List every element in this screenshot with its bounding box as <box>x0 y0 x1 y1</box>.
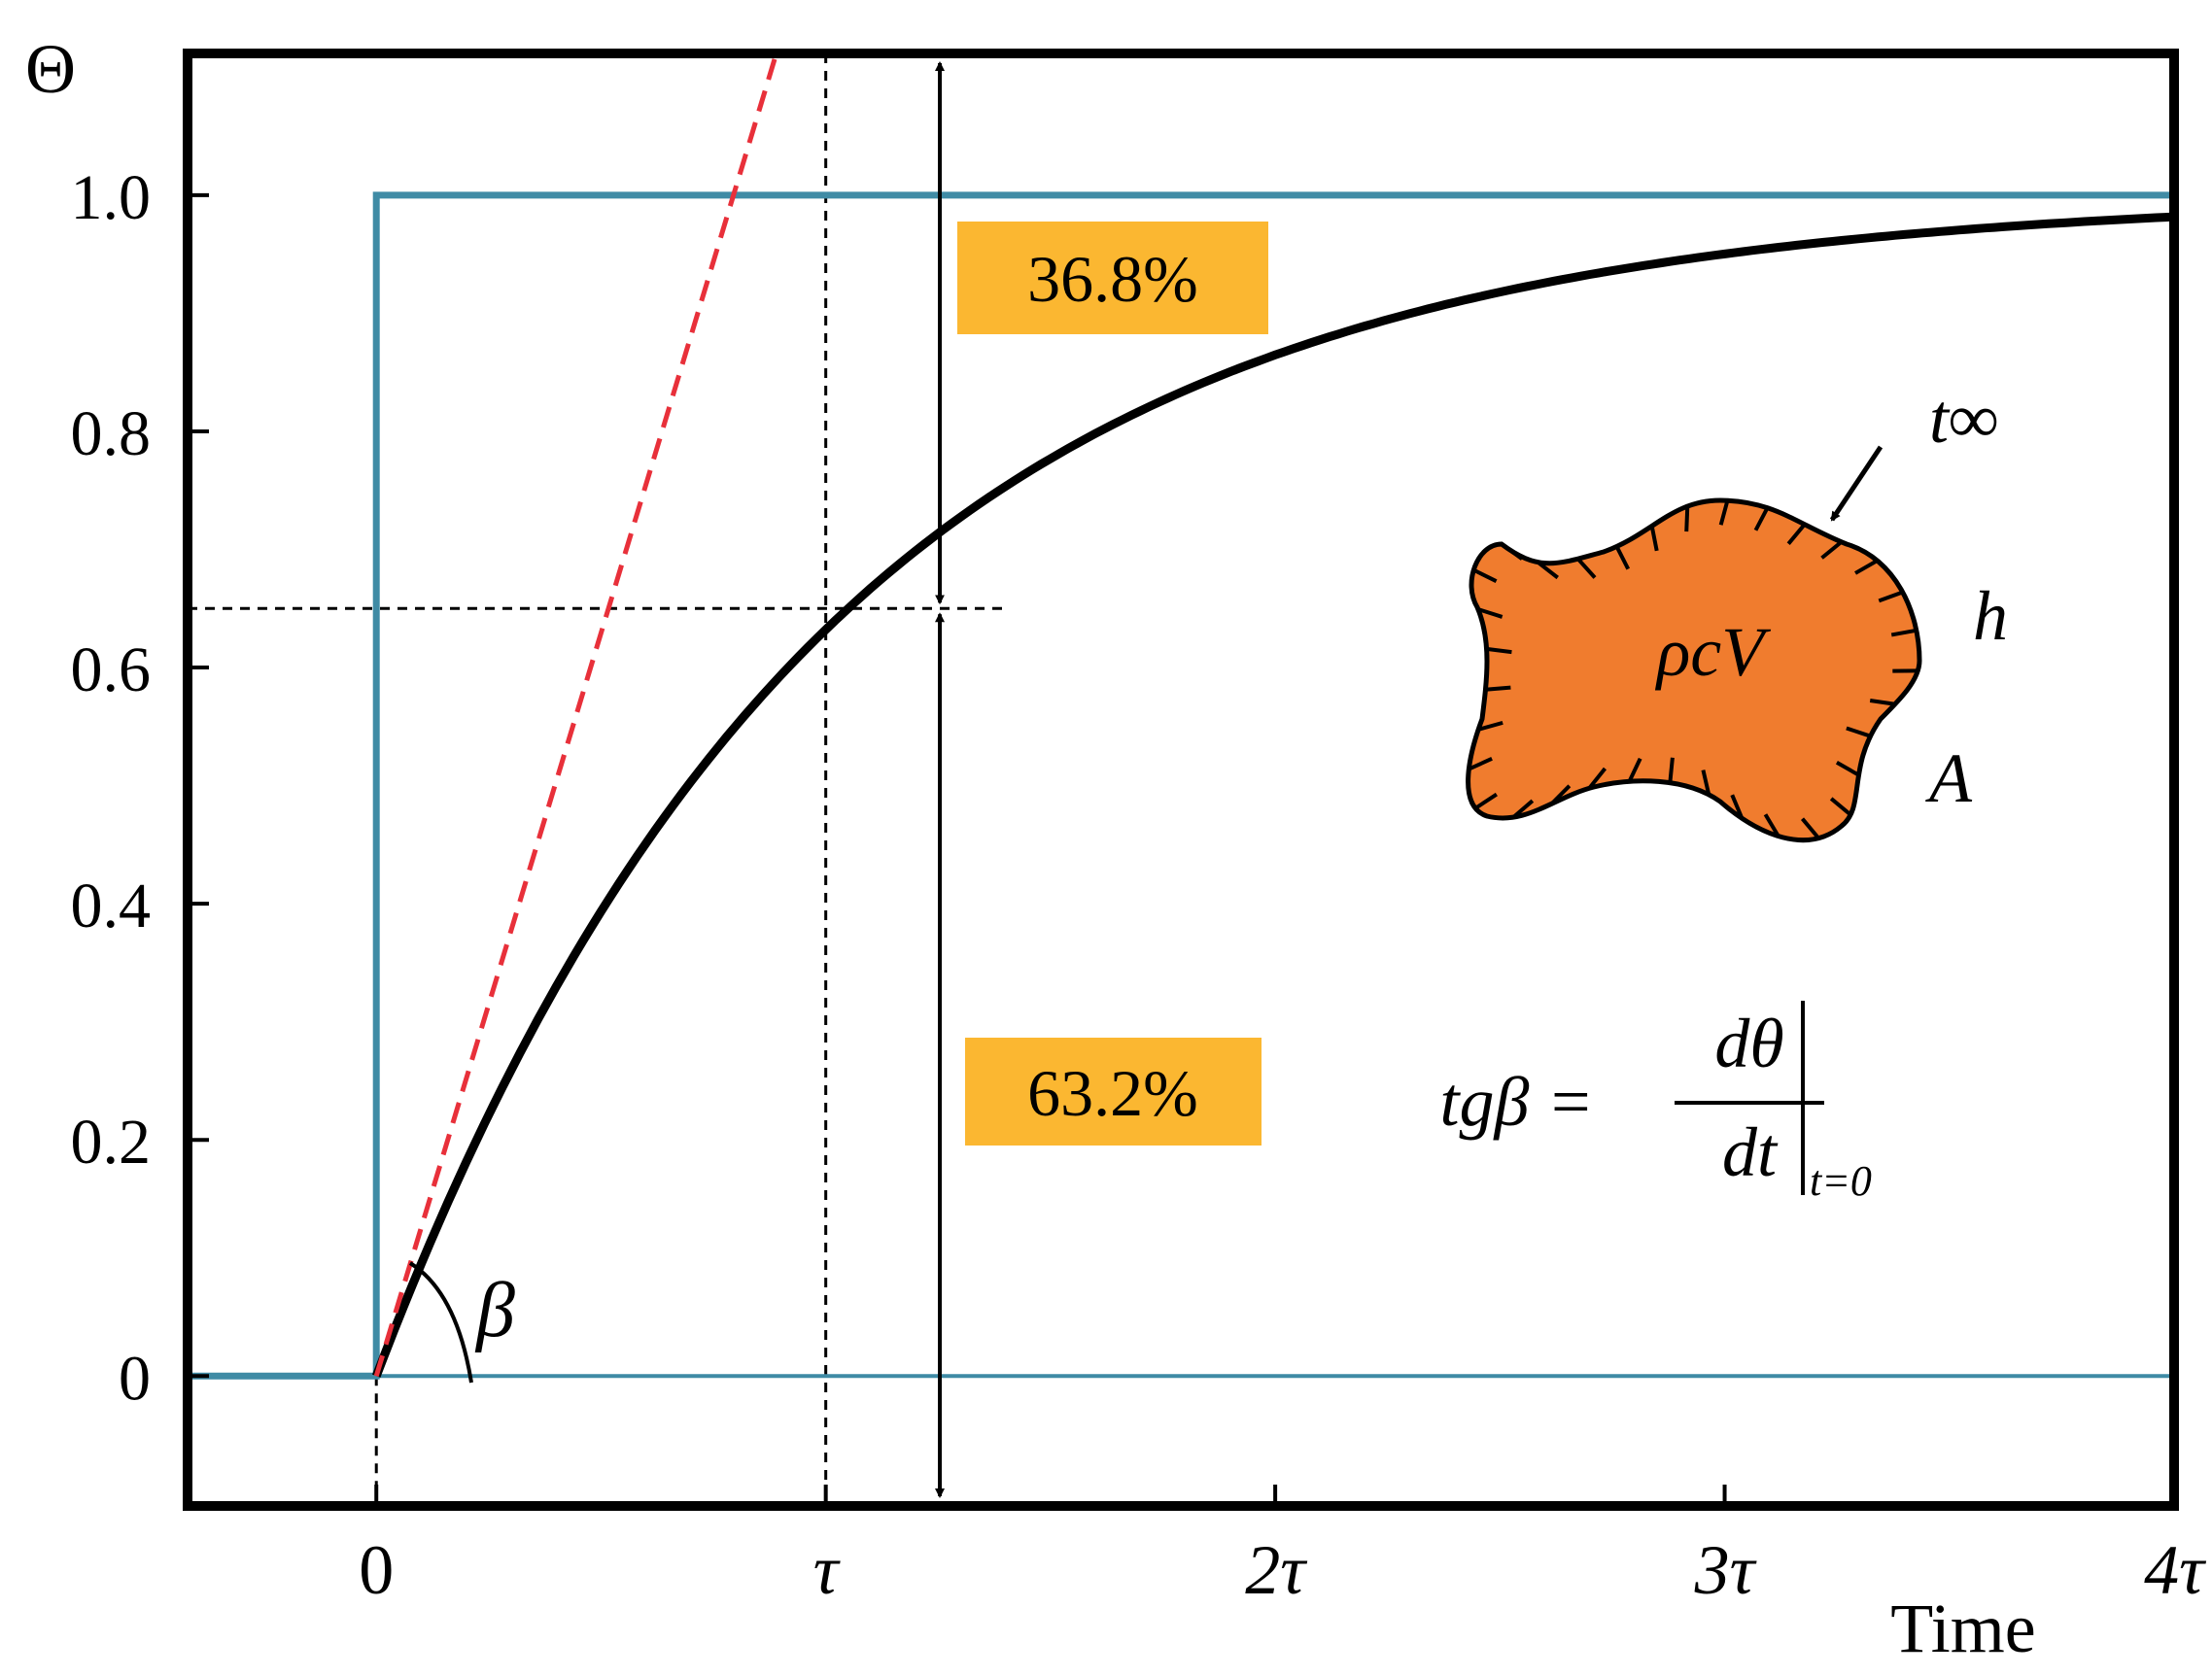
formula-subscript: t=0 <box>1810 1157 1872 1205</box>
formula-denominator: dt <box>1722 1113 1779 1191</box>
hatch-mark <box>1890 628 1918 637</box>
ambient-label: t∞ <box>1929 380 1998 458</box>
y-tick-label: 0 <box>119 1343 151 1414</box>
hatch-mark <box>1846 726 1872 738</box>
hatch-mark <box>1472 567 1498 584</box>
hatch-mark <box>1649 526 1659 552</box>
slope-formula: tgβ = dθ dt t=0 <box>1440 1001 1872 1205</box>
hatch-mark <box>1485 685 1511 692</box>
hatch-mark <box>1500 542 1524 561</box>
h-label: h <box>1973 577 2008 655</box>
hatch-mark <box>1718 499 1730 526</box>
lower-percent-box <box>965 1038 1262 1146</box>
response-series <box>372 212 2175 1378</box>
x-tick-label: 2τ <box>1245 1531 1307 1609</box>
hatch-mark <box>1701 770 1711 796</box>
hatch-mark <box>1869 699 1896 706</box>
step_input-series <box>188 191 2174 1380</box>
y-tick-label: 0.4 <box>71 871 152 941</box>
hatch-mark <box>1486 646 1512 655</box>
hatch-mark <box>1668 757 1675 783</box>
hatch-mark <box>1536 560 1559 580</box>
beta-label: β <box>474 1268 515 1353</box>
hatch-mark <box>1468 757 1493 771</box>
lumped-body-illustration: ρcV t∞ h A <box>1466 380 2008 843</box>
hatch-mark <box>1835 761 1860 777</box>
formula-numerator: dθ <box>1714 1005 1783 1082</box>
hatch-mark <box>1829 797 1852 817</box>
beta-angle-arc <box>408 1261 473 1384</box>
area-label: A <box>1925 739 1973 817</box>
plot-frame <box>183 49 2179 1511</box>
hatch-mark <box>1576 557 1597 579</box>
hatch-mark <box>1800 817 1820 839</box>
y-tick-label: 0.6 <box>71 634 152 705</box>
y-tick-label: 0.8 <box>71 398 152 469</box>
guide-lines <box>188 53 2174 1506</box>
hatch-mark <box>1730 794 1745 819</box>
y-tick-label: 0.2 <box>71 1107 152 1178</box>
x-axis-label: Time <box>1890 1590 2035 1667</box>
hatch-mark <box>1474 792 1498 810</box>
axes: 0 0.2 0.4 0.6 0.8 1.0 0 τ 2τ 3τ 4τ <box>71 162 2207 1609</box>
initial_tangent-series <box>373 52 779 1378</box>
hatch-mark <box>1511 799 1535 819</box>
hatch-mark <box>1820 540 1843 560</box>
hatch-mark <box>1614 545 1631 570</box>
hatch-mark <box>1878 590 1904 603</box>
lower-percent-label: 63.2% <box>1027 1056 1198 1130</box>
hatch-mark <box>1627 757 1642 783</box>
hatch-mark <box>1587 767 1607 790</box>
body-blob <box>1466 497 1922 843</box>
y-axis-label: Θ <box>25 30 76 108</box>
hatch-mark <box>1477 720 1503 732</box>
surface-hatch-marks <box>1468 499 1918 839</box>
hatch-mark <box>1753 506 1770 531</box>
upper-percent-box <box>957 222 1268 334</box>
series-layer <box>188 52 2175 1380</box>
hatch-mark <box>1550 784 1572 805</box>
upper-percent-label: 36.8% <box>1027 242 1198 316</box>
x-tick-label: 3τ <box>1694 1531 1757 1609</box>
hatch-mark <box>1763 813 1780 838</box>
ambient-arrow <box>1829 445 1884 522</box>
formula-lhs: tgβ = <box>1440 1063 1594 1141</box>
x-tick-label: 4τ <box>2144 1531 2206 1609</box>
x-tick-label: τ <box>813 1531 841 1609</box>
hatch-mark <box>1684 506 1690 532</box>
hatch-mark <box>1854 559 1879 575</box>
hatch-mark <box>1786 523 1807 545</box>
y-tick-label: 1.0 <box>71 162 152 233</box>
x-tick-label: 0 <box>359 1531 394 1609</box>
hatch-mark <box>1477 607 1503 619</box>
body-label: ρcV <box>1655 613 1772 691</box>
